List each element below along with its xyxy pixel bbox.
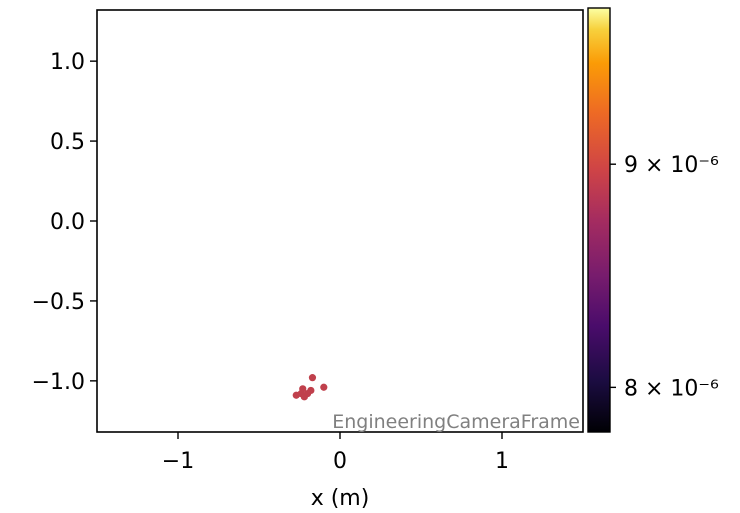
colorbar-tick-label: 9 × 10⁻⁶ bbox=[624, 153, 719, 178]
colorbar-gradient bbox=[587, 7, 611, 433]
plot-frame bbox=[96, 9, 584, 433]
scatter-point bbox=[300, 393, 308, 401]
x-tick-label: 1 bbox=[495, 449, 509, 474]
y-axis: 1.0 0.5 0.0 −0.5 −1.0 bbox=[32, 50, 97, 395]
y-tick-label: 0.0 bbox=[50, 210, 85, 235]
colorbar: 8 × 10⁻⁶ 9 × 10⁻⁶ bbox=[587, 7, 719, 433]
frame-label: EngineeringCameraFrame bbox=[332, 411, 580, 433]
y-tick-label: −0.5 bbox=[32, 290, 85, 315]
y-tick-label: −1.0 bbox=[32, 370, 85, 395]
scatter-point bbox=[292, 391, 300, 399]
x-tick-label: −1 bbox=[162, 449, 194, 474]
x-axis-label: x (m) bbox=[311, 486, 370, 511]
plot-area bbox=[292, 374, 328, 401]
scatter-point bbox=[320, 383, 328, 391]
y-tick-label: 1.0 bbox=[50, 50, 85, 75]
y-tick-label: 0.5 bbox=[50, 130, 85, 155]
x-axis: −1 0 1 bbox=[162, 432, 509, 474]
colorbar-tick-label: 8 × 10⁻⁶ bbox=[624, 376, 719, 401]
x-tick-label: 0 bbox=[333, 449, 347, 474]
scatter-point bbox=[308, 374, 317, 382]
